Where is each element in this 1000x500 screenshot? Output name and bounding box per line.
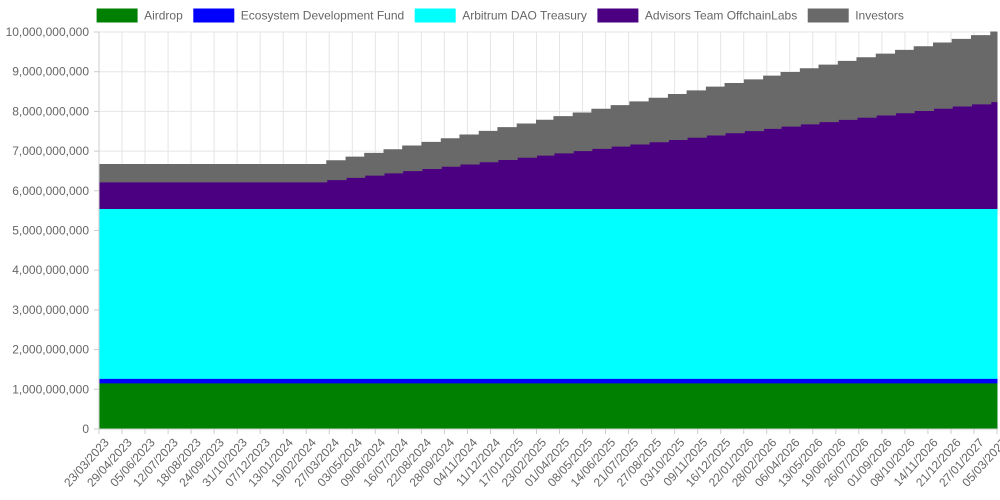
legend-swatch bbox=[413, 7, 457, 24]
legend-swatch bbox=[806, 7, 850, 24]
y-tick-label: 3,000,000,000 bbox=[12, 303, 89, 317]
y-tick-label: 4,000,000,000 bbox=[12, 263, 89, 277]
legend-swatch bbox=[596, 7, 640, 24]
y-tick-label: 5,000,000,000 bbox=[12, 224, 89, 238]
area-investors[interactable] bbox=[98, 31, 998, 183]
axes: 0 1,000,000,000 2,000,000,000 3,000,000,000… bbox=[6, 25, 1000, 490]
series-areas bbox=[98, 31, 998, 430]
legend-item-ecosystem-development-fund[interactable]: Ecosystem Development Fund bbox=[192, 7, 404, 24]
legend-label: Investors bbox=[855, 9, 904, 23]
legend-item-arbitrum-dao-treasury[interactable]: Arbitrum DAO Treasury bbox=[413, 7, 587, 24]
legend-item-airdrop[interactable]: Airdrop bbox=[95, 7, 183, 24]
legend-label: Ecosystem Development Fund bbox=[241, 9, 404, 23]
legend-swatch bbox=[192, 7, 236, 24]
legend-swatch bbox=[95, 7, 139, 24]
y-tick-label: 8,000,000,000 bbox=[12, 104, 89, 118]
y-tick-label: 7,000,000,000 bbox=[12, 144, 89, 158]
y-tick-label: 1,000,000,000 bbox=[12, 382, 89, 396]
y-tick-label: 10,000,000,000 bbox=[6, 25, 90, 39]
area-arbitrum-dao-treasury[interactable] bbox=[98, 208, 998, 379]
area-airdrop[interactable] bbox=[98, 382, 998, 430]
legend-label: Arbitrum DAO Treasury bbox=[462, 9, 587, 23]
y-tick-label: 2,000,000,000 bbox=[12, 343, 89, 357]
y-tick-label: 6,000,000,000 bbox=[12, 184, 89, 198]
area-ecosystem-development-fund[interactable] bbox=[98, 377, 998, 384]
legend-item-advisors-team-offchainlabs[interactable]: Advisors Team OffchainLabs bbox=[596, 7, 797, 24]
y-tick-label: 0 bbox=[82, 422, 89, 436]
legend-label: Advisors Team OffchainLabs bbox=[645, 9, 797, 23]
legend-item-investors[interactable]: Investors bbox=[806, 7, 904, 24]
y-tick-label: 9,000,000,000 bbox=[12, 65, 89, 79]
legend[interactable]: Airdrop Ecosystem Development Fund Arbitru… bbox=[95, 7, 904, 24]
legend-label: Airdrop bbox=[144, 9, 183, 23]
